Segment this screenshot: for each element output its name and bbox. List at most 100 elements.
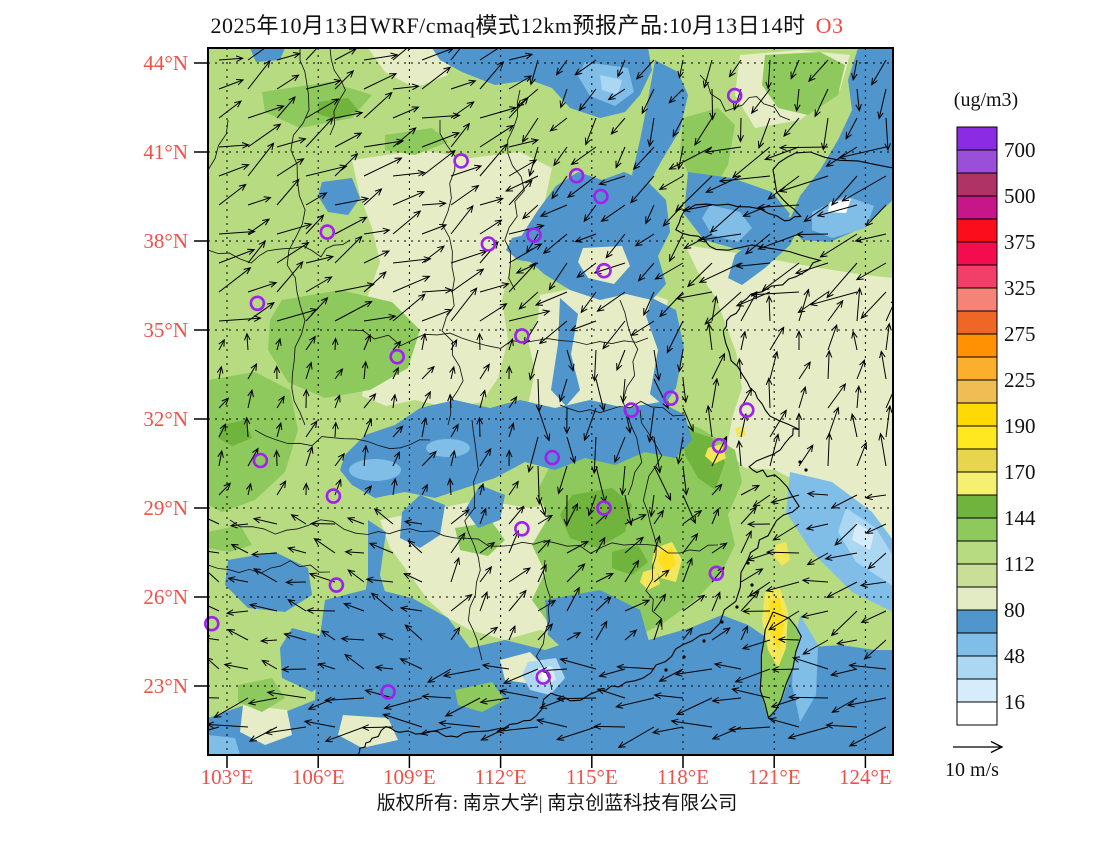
copyright-footer: 版权所有: 南京大学| 南京创蓝科技有限公司	[376, 793, 738, 814]
wind-arrow-icon	[247, 48, 266, 61]
wind-arrow-icon	[654, 262, 684, 280]
wind-arrow-icon	[624, 536, 645, 554]
wind-arrow-icon	[363, 485, 373, 496]
wind-arrow-icon	[508, 309, 551, 322]
wind-arrow-icon	[878, 432, 887, 467]
wind-arrow-icon	[273, 449, 281, 467]
wind-arrow-icon	[276, 395, 285, 409]
wind-arrow-icon	[479, 363, 490, 380]
wind-arrow-icon	[728, 59, 742, 78]
wind-arrow-icon	[426, 668, 452, 683]
wind-arrow-icon	[800, 610, 829, 619]
wind-arrow-icon	[555, 59, 568, 76]
wind-arrow-icon	[261, 659, 278, 670]
wind-arrow-icon	[447, 477, 454, 496]
wind-arrow-icon	[363, 188, 383, 206]
wind-arrow-icon	[392, 127, 417, 148]
wind-arrow-icon	[479, 124, 515, 148]
wind-arrow-icon	[449, 365, 456, 380]
colorbar-segment	[956, 195, 998, 220]
wind-arrow-icon	[244, 332, 251, 351]
colorbar-segment	[956, 494, 998, 519]
wind-arrow-icon	[653, 569, 670, 583]
wind-arrow-icon	[309, 520, 336, 527]
wind-arrow-icon	[856, 358, 866, 380]
wind-arrow-icon	[682, 494, 696, 525]
wind-arrow-icon	[438, 720, 481, 728]
island-dot	[720, 620, 724, 624]
wind-arrow-icon	[273, 365, 281, 380]
wind-arrow-icon	[711, 352, 726, 380]
wind-arrow-icon	[331, 337, 339, 351]
wind-arrow-icon	[682, 407, 694, 433]
wind-arrow-icon	[677, 349, 684, 373]
wind-arrow-icon	[830, 610, 858, 637]
wind-arrow-icon	[421, 287, 453, 294]
wind-arrow-icon	[392, 340, 402, 351]
wind-arrow-icon	[600, 204, 626, 223]
wind-arrow-icon	[508, 52, 534, 61]
wind-arrow-icon	[827, 383, 847, 409]
wind-arrow-icon	[305, 296, 329, 322]
wind-arrow-icon	[750, 88, 771, 115]
wind-arrow-icon	[617, 726, 655, 749]
lat-label: 32°N	[143, 407, 188, 431]
wind-arrow-icon	[404, 624, 423, 641]
wind-arrow-icon	[305, 48, 318, 61]
colorbar-segment	[956, 609, 998, 634]
wind-arrow-icon	[361, 724, 394, 731]
wind-arrow-icon	[827, 299, 844, 322]
wind-arrow-icon	[548, 262, 568, 291]
wind-arrow-icon	[658, 175, 684, 191]
wind-arrow-icon	[223, 662, 249, 670]
wind-arrow-icon	[305, 420, 318, 438]
wind-arrow-icon	[402, 573, 423, 583]
wind-arrow-icon	[479, 541, 496, 554]
wind-arrow-icon	[498, 688, 539, 699]
station-marker-layer	[204, 87, 755, 700]
wind-arrow-icon	[276, 158, 305, 177]
wind-arrow-icon	[243, 416, 251, 438]
wind-arrow-icon	[537, 514, 554, 525]
wind-arrow-icon	[566, 502, 579, 525]
wind-arrow-icon	[276, 260, 304, 293]
wind-arrow-icon	[583, 407, 597, 442]
wind-arrow-icon	[653, 509, 665, 525]
city-marker	[514, 520, 530, 537]
wind-arrow-icon	[450, 164, 483, 177]
wind-arrow-icon	[584, 117, 597, 146]
wind-arrow-icon	[802, 639, 829, 655]
wind-arrow-icon	[787, 694, 829, 701]
wind-vector-layer	[208, 48, 893, 749]
wind-arrow-icon	[837, 146, 887, 160]
lat-label: 26°N	[143, 585, 188, 609]
wind-arrow-icon	[814, 88, 829, 118]
wind-arrow-icon	[711, 697, 742, 704]
wind-arrow-icon	[479, 590, 488, 612]
wind-arrow-icon	[421, 308, 453, 322]
wind-arrow-icon	[537, 538, 551, 554]
province-border	[286, 48, 310, 426]
wind-arrow-icon	[711, 591, 721, 612]
city-marker	[526, 227, 542, 243]
lon-label: 124°E	[839, 765, 892, 789]
wind-arrow-icon	[711, 542, 728, 554]
wind-arrow-icon	[403, 519, 423, 526]
wind-arrow-icon	[290, 514, 307, 525]
wind-arrow-icon	[287, 599, 307, 612]
wind-arrow-icon	[374, 664, 394, 672]
wind-arrow-icon	[607, 88, 626, 101]
wind-arrow-icon	[672, 117, 684, 138]
wind-arrow-icon	[479, 219, 503, 235]
wind-arrow-icon	[363, 418, 372, 438]
wind-arrow-icon	[846, 697, 887, 708]
title-text: 2025年10月13日WRF/cmaq模式12km预报产品:10月13日14时	[210, 13, 806, 38]
wind-arrow-icon	[825, 432, 833, 467]
wind-arrow-icon	[559, 88, 568, 109]
wind-arrow-icon	[320, 630, 336, 641]
wind-arrow-icon	[450, 268, 485, 293]
wind-arrow-icon	[364, 688, 394, 699]
colorbar-segment	[956, 632, 998, 657]
wind-arrow-icon	[421, 483, 428, 496]
wind-arrow-icon	[848, 662, 887, 670]
